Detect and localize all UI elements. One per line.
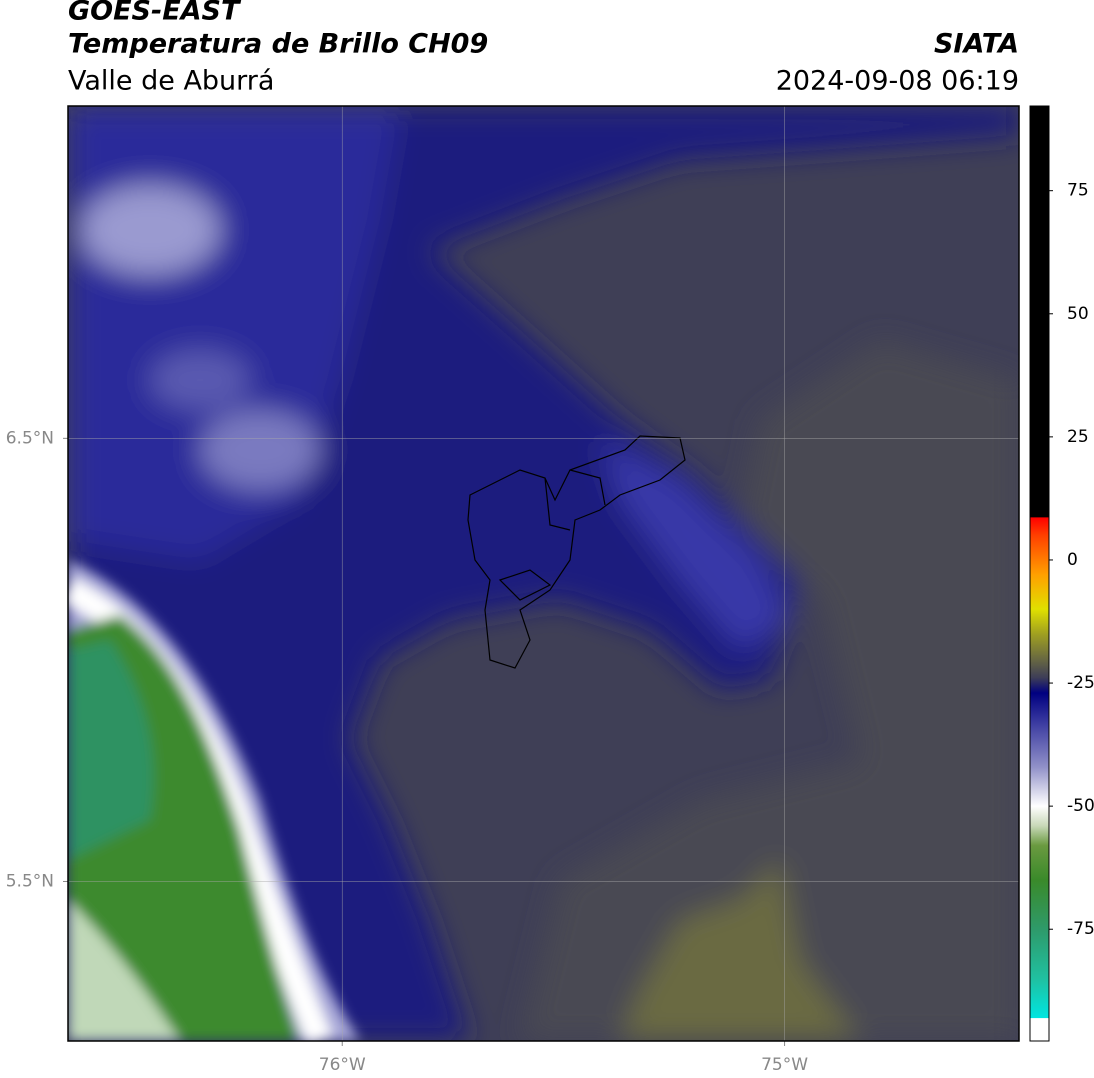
colorbar-tick-label: -25 [1067, 673, 1094, 693]
datetime: 2024-09-08 06:19 [776, 66, 1019, 97]
x-tick-label: 76°W [319, 1055, 366, 1075]
colorbar-tick-label: 75 [1067, 181, 1089, 201]
region: Valle de Aburrá [68, 66, 274, 97]
satellite-image [68, 106, 1019, 1041]
colorbar-tick-label: 0 [1067, 550, 1078, 570]
x-tick-label: 75°W [761, 1055, 808, 1075]
y-tick-label: 5.5°N [6, 871, 54, 891]
colorbar-tick-label: 25 [1067, 427, 1089, 447]
colorbar-tick-label: -50 [1067, 796, 1094, 816]
municipal-boundaries [467, 435, 686, 669]
colorbar-tick-label: 50 [1067, 304, 1089, 324]
colorbar [1029, 105, 1050, 1042]
title: GOES-EAST [68, 0, 242, 27]
y-tick-label: 6.5°N [6, 428, 54, 448]
colorbar-tick-label: -75 [1067, 919, 1094, 939]
subtitle: Temperatura de Brillo CH09 [68, 29, 488, 60]
map-frame [67, 105, 1020, 1042]
source: SIATA [934, 29, 1019, 60]
